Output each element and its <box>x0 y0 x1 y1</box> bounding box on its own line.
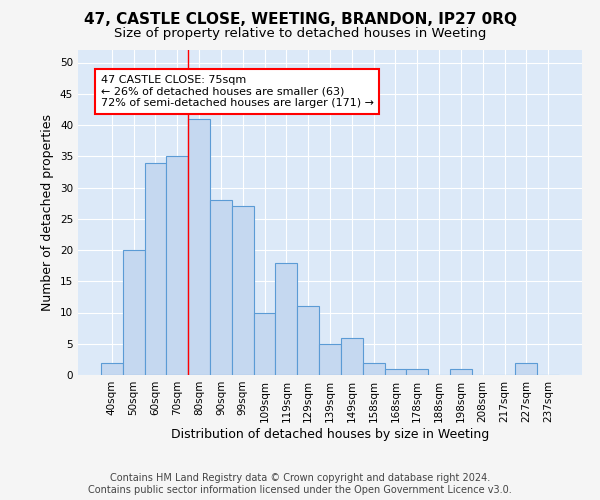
Bar <box>515 362 537 375</box>
Bar <box>188 118 210 375</box>
Text: 47 CASTLE CLOSE: 75sqm
← 26% of detached houses are smaller (63)
72% of semi-det: 47 CASTLE CLOSE: 75sqm ← 26% of detached… <box>101 75 374 108</box>
Bar <box>450 369 472 375</box>
X-axis label: Distribution of detached houses by size in Weeting: Distribution of detached houses by size … <box>171 428 489 440</box>
Bar <box>385 369 406 375</box>
Bar <box>341 338 363 375</box>
Bar <box>166 156 188 375</box>
Bar <box>275 262 297 375</box>
Bar <box>101 362 123 375</box>
Text: 47, CASTLE CLOSE, WEETING, BRANDON, IP27 0RQ: 47, CASTLE CLOSE, WEETING, BRANDON, IP27… <box>83 12 517 28</box>
Bar <box>210 200 232 375</box>
Bar <box>363 362 385 375</box>
Bar <box>232 206 254 375</box>
Text: Contains HM Land Registry data © Crown copyright and database right 2024.
Contai: Contains HM Land Registry data © Crown c… <box>88 474 512 495</box>
Y-axis label: Number of detached properties: Number of detached properties <box>41 114 55 311</box>
Bar <box>319 344 341 375</box>
Bar <box>123 250 145 375</box>
Bar <box>145 162 166 375</box>
Bar <box>254 312 275 375</box>
Bar <box>406 369 428 375</box>
Text: Size of property relative to detached houses in Weeting: Size of property relative to detached ho… <box>114 28 486 40</box>
Bar <box>297 306 319 375</box>
